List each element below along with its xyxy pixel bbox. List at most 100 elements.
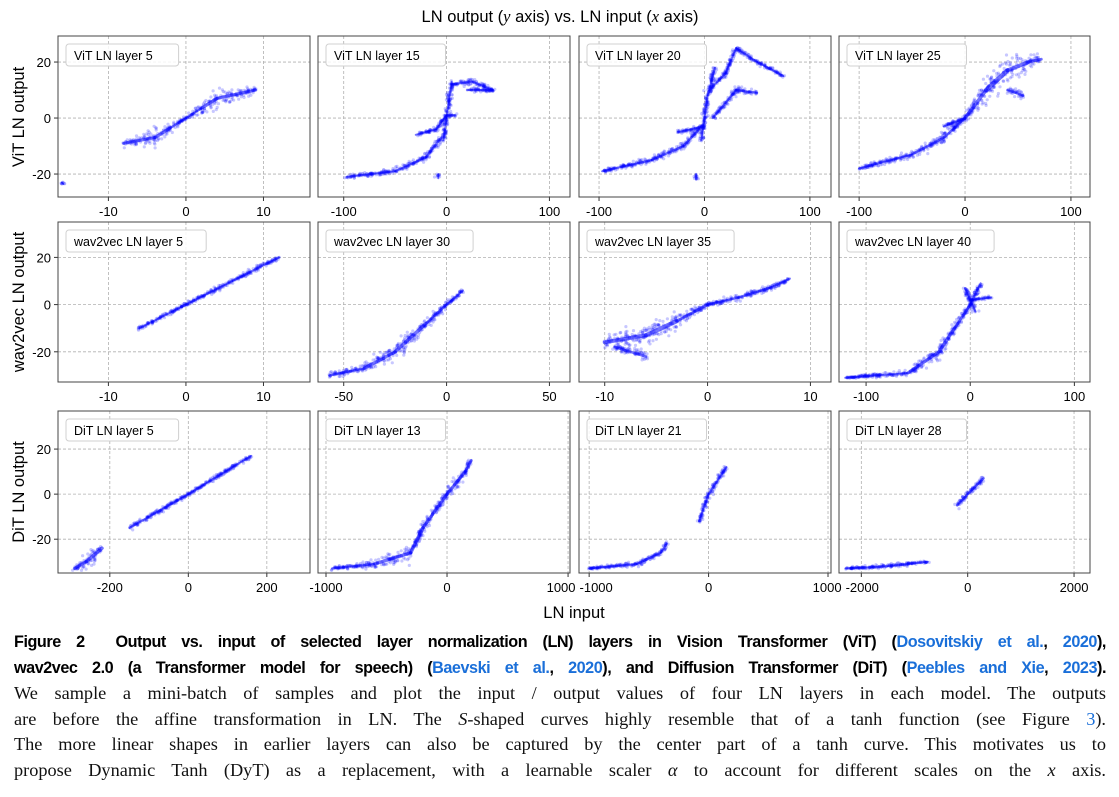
data-point — [409, 554, 413, 558]
data-point — [230, 97, 234, 101]
data-point — [893, 160, 897, 164]
data-point — [403, 347, 407, 351]
legend-box — [325, 43, 446, 67]
data-point — [211, 479, 215, 484]
data-point — [360, 369, 365, 373]
data-point — [687, 316, 692, 320]
data-point — [395, 559, 399, 563]
data-point — [665, 317, 670, 321]
data-point — [902, 157, 906, 162]
data-point — [375, 356, 380, 360]
data-point — [218, 289, 222, 293]
data-point — [653, 324, 657, 328]
data-point — [391, 171, 395, 175]
data-point — [985, 74, 990, 78]
data-point — [467, 83, 471, 87]
data-point — [953, 320, 957, 324]
data-point — [915, 153, 920, 157]
data-point — [950, 124, 954, 128]
data-point — [1024, 69, 1028, 73]
data-point — [966, 297, 970, 301]
panel-label: wav2vec LN layer 35 — [594, 235, 711, 249]
data-point — [691, 307, 695, 311]
data-point — [472, 85, 476, 89]
data-point — [984, 81, 988, 86]
data-point — [144, 141, 148, 145]
data-point — [374, 558, 378, 562]
data-point — [402, 350, 406, 354]
data-point — [481, 81, 485, 86]
scatter-points — [602, 277, 791, 362]
data-point — [395, 343, 399, 347]
data-point — [639, 329, 643, 334]
data-point — [640, 351, 644, 355]
data-point — [201, 110, 205, 114]
data-point — [646, 328, 650, 332]
data-point — [977, 106, 981, 111]
data-point — [723, 105, 727, 109]
data-point — [432, 125, 436, 129]
data-point — [364, 360, 368, 364]
data-point-core — [706, 296, 740, 306]
data-point — [200, 110, 205, 114]
data-point — [360, 364, 364, 368]
data-point — [930, 360, 934, 364]
data-point — [165, 132, 169, 136]
scatter-points — [71, 454, 254, 573]
data-point — [1006, 79, 1010, 83]
data-point — [627, 343, 631, 347]
data-point — [421, 534, 425, 538]
data-point — [486, 83, 490, 88]
data-point — [949, 126, 953, 130]
data-point — [346, 567, 350, 571]
data-point — [92, 562, 96, 566]
data-point — [415, 337, 419, 341]
data-point — [164, 132, 168, 136]
data-point — [660, 151, 664, 155]
data-point — [1035, 52, 1039, 56]
data-point — [623, 351, 627, 355]
data-point — [134, 142, 139, 146]
data-point — [879, 163, 883, 167]
data-point — [701, 110, 705, 114]
data-point-core — [737, 286, 771, 299]
data-point — [224, 98, 228, 102]
data-point — [214, 472, 218, 477]
data-point — [252, 85, 256, 89]
data-point — [692, 175, 696, 179]
data-point — [1019, 90, 1023, 94]
data-point — [744, 91, 748, 95]
x-tick-label: -10 — [595, 389, 614, 404]
data-point-core — [953, 303, 972, 330]
data-point — [927, 360, 931, 364]
data-point — [160, 137, 164, 141]
data-point — [626, 346, 630, 351]
data-point — [221, 90, 225, 94]
data-point — [1016, 89, 1020, 93]
axes-frame — [838, 221, 1091, 383]
data-point — [1029, 53, 1033, 57]
data-point — [914, 369, 918, 373]
data-point — [924, 366, 929, 370]
data-point — [989, 75, 994, 80]
data-point — [631, 159, 635, 163]
data-point — [996, 71, 1001, 75]
data-point — [451, 85, 455, 89]
data-point — [661, 319, 665, 323]
data-point — [431, 309, 435, 313]
data-point — [388, 348, 392, 352]
data-point — [382, 168, 386, 172]
data-point — [762, 290, 766, 295]
data-point — [225, 91, 229, 96]
data-point — [382, 168, 386, 172]
data-point — [441, 502, 445, 507]
data-point — [138, 517, 142, 521]
data-point — [394, 165, 398, 169]
data-point — [211, 89, 215, 93]
y-axis-label-wav2vec: wav2vec LN output — [10, 231, 28, 373]
axes-frame — [317, 221, 571, 383]
data-point — [143, 141, 147, 146]
x-tick-label: -100 — [853, 389, 879, 404]
data-point — [395, 164, 399, 168]
panel-label: DiT LN layer 5 — [74, 424, 154, 438]
